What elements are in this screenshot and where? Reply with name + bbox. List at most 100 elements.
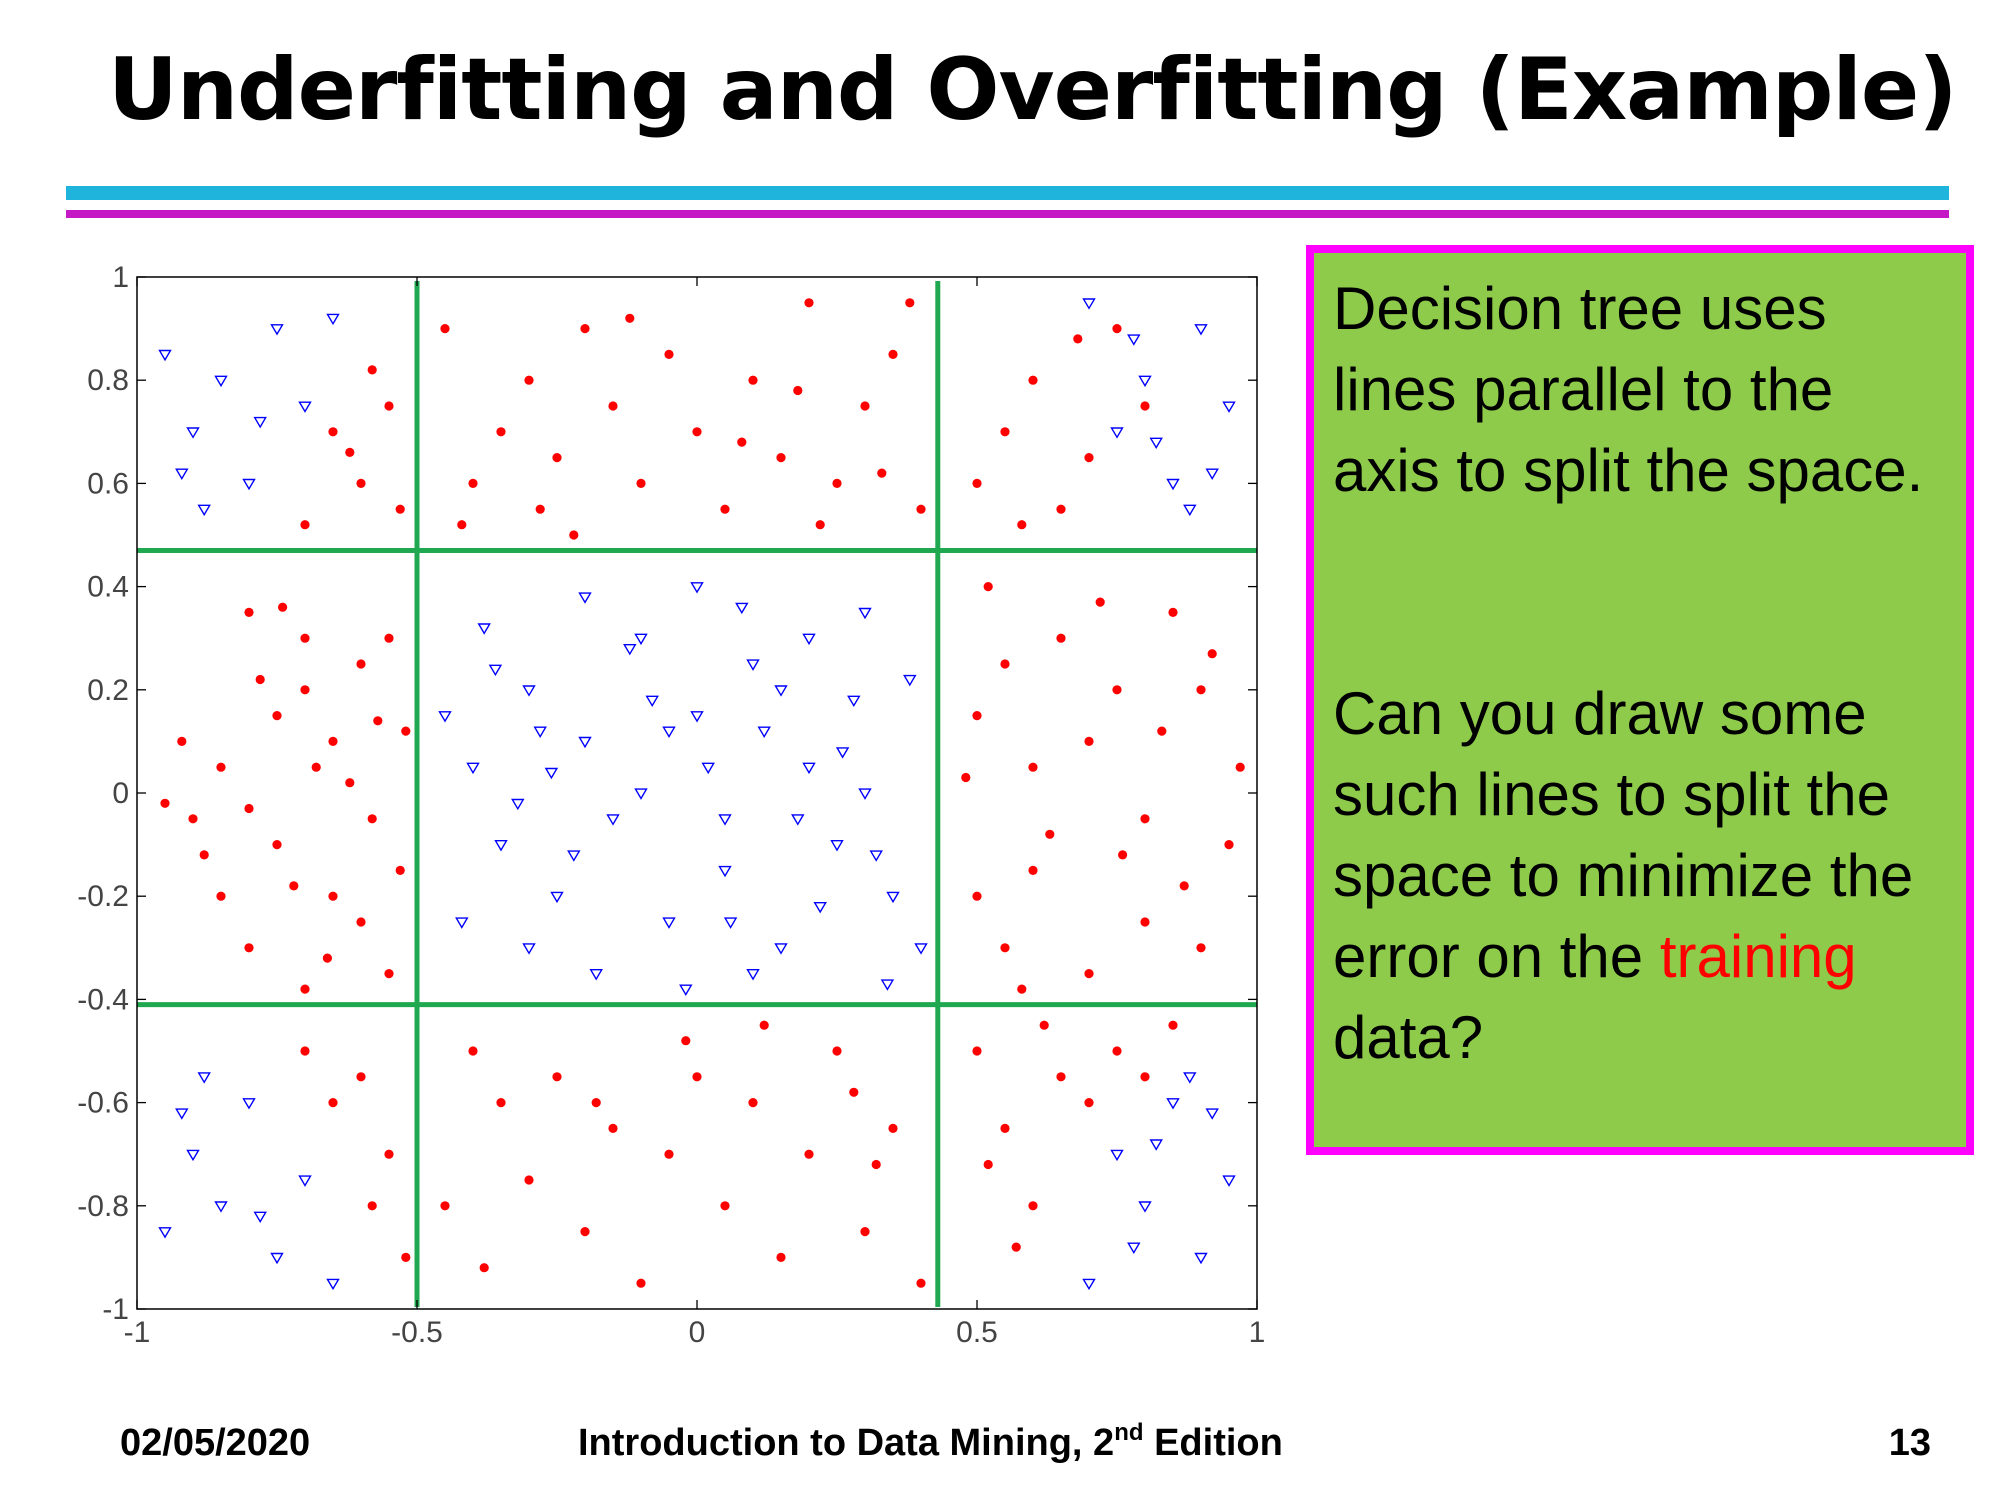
data-point-blue-triangle <box>158 1227 172 1239</box>
data-point-blue-triangle <box>634 788 648 800</box>
data-point-red-dot <box>1073 334 1083 344</box>
y-tick-label: -0.8 <box>77 1190 129 1223</box>
data-point-blue-triangle <box>326 313 340 326</box>
data-point-blue-triangle <box>662 726 676 738</box>
data-point-red-dot <box>367 365 377 375</box>
data-point-red-dot <box>1084 736 1094 746</box>
data-point-red-dot <box>328 736 338 746</box>
data-point-red-dot <box>972 711 982 721</box>
data-point-blue-triangle <box>718 814 732 826</box>
data-point-red-dot <box>395 504 405 514</box>
data-point-blue-triangle <box>723 917 738 929</box>
data-point-red-dot <box>664 1149 674 1159</box>
data-point-red-dot <box>1000 943 1010 953</box>
data-point-red-dot <box>552 1072 562 1082</box>
data-point-blue-triangle <box>477 623 491 635</box>
data-point-red-dot <box>496 1098 506 1108</box>
data-point-red-dot <box>972 478 982 488</box>
data-point-red-dot <box>720 504 730 514</box>
data-point-red-dot <box>535 504 545 514</box>
data-point-red-dot <box>1000 659 1010 669</box>
data-point-blue-triangle <box>242 478 256 491</box>
data-point-blue-triangle <box>802 633 816 646</box>
data-point-red-dot <box>457 520 467 530</box>
data-point-red-dot <box>1084 453 1094 463</box>
data-point-blue-triangle <box>1166 1098 1180 1110</box>
title-underline-cyan <box>66 186 1949 200</box>
callout-box: Decision tree uses lines parallel to the… <box>1306 245 1974 1155</box>
data-point-red-dot <box>804 298 814 308</box>
footer-date: 02/05/2020 <box>120 1422 311 1464</box>
data-point-red-dot <box>888 349 898 359</box>
data-point-blue-triangle <box>1222 401 1236 413</box>
y-tick-label: -1 <box>102 1293 129 1326</box>
data-point-blue-triangle <box>1110 1149 1124 1162</box>
title-underline-magenta <box>66 210 1949 218</box>
data-point-blue-triangle <box>830 840 844 852</box>
data-point-blue-triangle <box>690 582 704 594</box>
x-tick-label: -1 <box>124 1316 151 1349</box>
data-point-blue-triangle <box>735 602 749 615</box>
data-point-red-dot <box>860 401 870 411</box>
data-point-red-dot <box>401 726 411 736</box>
data-point-blue-triangle <box>455 917 469 929</box>
y-tick-label: 0.2 <box>87 674 129 707</box>
data-point-red-dot <box>356 917 366 927</box>
data-point-red-dot <box>272 711 282 721</box>
data-point-red-dot <box>384 1149 394 1159</box>
data-point-blue-triangle <box>522 685 536 697</box>
data-point-red-dot <box>345 778 355 788</box>
data-point-red-dot <box>1095 597 1105 607</box>
data-point-red-dot <box>328 427 338 437</box>
data-point-red-dot <box>440 324 450 334</box>
data-point-red-dot <box>580 1227 590 1237</box>
data-point-red-dot <box>1224 840 1234 850</box>
data-point-red-dot <box>877 468 887 478</box>
data-point-red-dot <box>322 953 332 963</box>
data-point-blue-triangle <box>214 1201 228 1213</box>
data-point-blue-triangle <box>718 865 732 878</box>
data-point-red-dot <box>244 943 254 953</box>
data-point-blue-triangle <box>1194 324 1208 336</box>
footer-book-title-edition: Edition <box>1143 1422 1283 1464</box>
data-point-blue-triangle <box>835 747 850 759</box>
data-point-red-dot <box>871 1159 881 1170</box>
data-point-red-dot <box>972 891 982 901</box>
data-point-blue-triangle <box>623 644 637 656</box>
data-point-red-dot <box>1000 1123 1010 1133</box>
y-tick-label: 0.6 <box>87 467 129 500</box>
data-point-blue-triangle <box>1166 478 1180 491</box>
data-point-blue-triangle <box>438 711 452 723</box>
data-point-red-dot <box>815 520 825 530</box>
data-point-red-dot <box>776 453 786 463</box>
data-point-red-dot <box>905 298 915 308</box>
data-point-red-dot <box>1196 685 1206 695</box>
data-point-blue-triangle <box>886 891 900 904</box>
data-point-blue-triangle <box>298 1175 312 1187</box>
data-point-red-dot <box>793 385 803 396</box>
data-point-red-dot <box>748 375 758 385</box>
y-tick-label: 1 <box>112 261 129 294</box>
data-point-blue-triangle <box>242 1098 256 1110</box>
callout-highlight-training: training <box>1659 923 1857 990</box>
data-point-red-dot <box>1112 685 1122 695</box>
data-point-blue-triangle <box>1138 1201 1152 1213</box>
data-point-red-dot <box>849 1087 859 1097</box>
data-point-red-dot <box>199 850 209 860</box>
data-point-blue-triangle <box>175 468 189 480</box>
data-point-blue-triangle <box>270 324 284 336</box>
data-point-blue-triangle <box>1194 1252 1208 1265</box>
data-point-red-dot <box>244 607 254 617</box>
data-point-red-dot <box>748 1098 758 1108</box>
axes-layer: -1 -0.5 0 0.5 1 1 0.8 0.6 0.4 0.2 0 -0.2 -0.4 -0.6 -0.… <box>77 261 1265 1349</box>
data-point-blue-triangle <box>522 943 536 955</box>
data-point-red-dot <box>625 313 635 323</box>
footer-book-title-sup: nd <box>1114 1419 1144 1446</box>
data-point-red-dot <box>1196 943 1206 953</box>
data-point-red-dot <box>188 814 198 824</box>
data-point-blue-triangle <box>511 798 525 811</box>
data-point-red-dot <box>1056 633 1066 643</box>
data-point-red-dot <box>311 762 321 772</box>
data-point-blue-triangle <box>746 969 760 981</box>
data-point-blue-triangle <box>567 850 581 862</box>
